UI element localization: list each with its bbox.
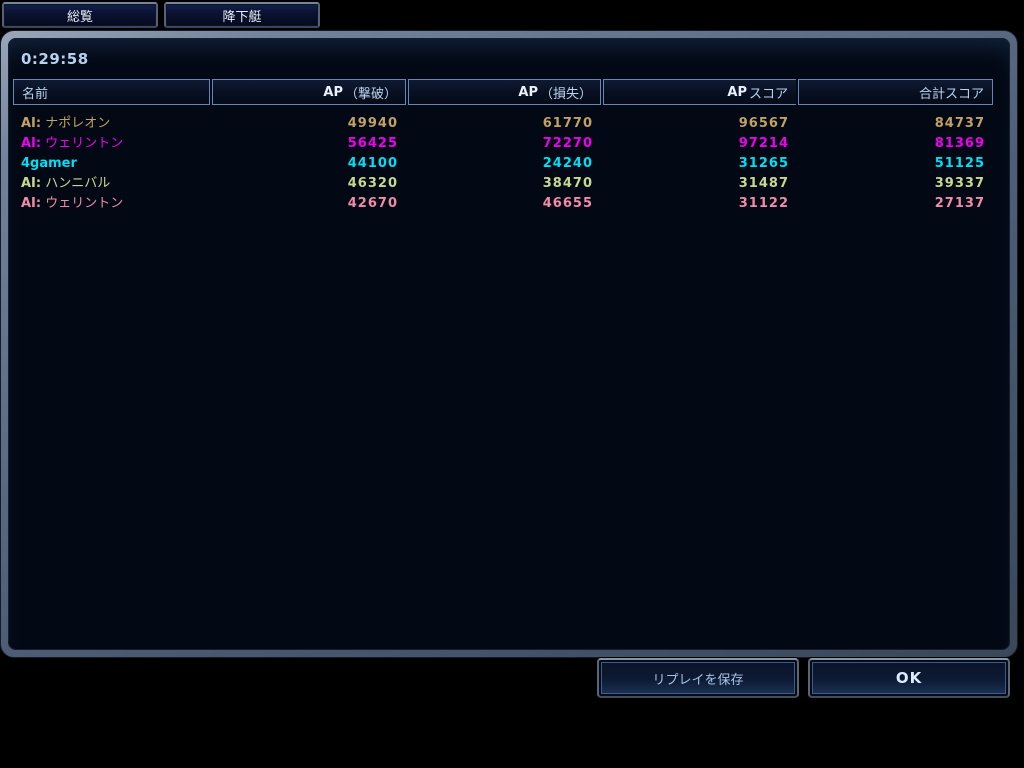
save-replay-label: リプレイを保存 — [652, 672, 744, 688]
ap-lost-value: 61770 — [542, 116, 593, 131]
column-header-label: 合計スコア — [918, 86, 984, 102]
table-row: AI: ウェリントン 56425 72270 97214 81369 — [1, 134, 1005, 154]
player-name: AI: ウェリントン — [21, 196, 124, 211]
ap-destroyed-value: 46320 — [347, 176, 398, 191]
column-header-total-score: 合計スコア — [798, 79, 993, 105]
tab-overview[interactable]: 総覧 — [2, 2, 158, 28]
ap-score-value: 31487 — [738, 176, 789, 191]
ap-score-value: 31122 — [738, 196, 789, 211]
match-timer: 0:29:58 — [21, 50, 89, 68]
total-score-value: 27137 — [934, 196, 985, 211]
column-header-label: （撃破） — [344, 86, 397, 102]
ap-score-value: 31265 — [738, 156, 789, 171]
column-header-strong: AP — [518, 84, 538, 100]
table-row: 4gamer 44100 24240 31265 51125 — [1, 154, 1005, 174]
save-replay-button[interactable]: リプレイを保存 — [597, 658, 799, 698]
player-name: AI: ハンニバル — [21, 176, 111, 191]
tab-overview-label: 総覧 — [66, 9, 93, 25]
ap-lost-value: 38470 — [542, 176, 593, 191]
ap-destroyed-value: 44100 — [347, 156, 398, 171]
ok-label: OK — [895, 669, 923, 687]
player-name: 4gamer — [21, 156, 77, 171]
ap-destroyed-value: 49940 — [347, 116, 398, 131]
column-header-strong: AP — [727, 84, 747, 100]
player-name: AI: ウェリントン — [21, 136, 124, 151]
table-row: AI: ハンニバル 46320 38470 31487 39337 — [1, 174, 1005, 194]
total-score-value: 81369 — [934, 136, 985, 151]
total-score-value: 84737 — [934, 116, 985, 131]
column-header-ap-score: AP スコア — [603, 79, 797, 105]
column-header-strong: AP — [323, 84, 343, 100]
column-header-ap-destroyed: AP （撃破） — [212, 79, 406, 105]
ok-button[interactable]: OK — [808, 658, 1010, 698]
score-panel: 0:29:58 名前 AP （撃破） AP （損失） AP スコア 合計スコア AI:… — [0, 30, 1018, 658]
ap-score-value: 97214 — [738, 136, 789, 151]
ap-destroyed-value: 56425 — [347, 136, 398, 151]
table-row: AI: ウェリントン 42670 46655 31122 27137 — [1, 194, 1005, 214]
column-header-label: （損失） — [539, 86, 592, 102]
tab-dropship[interactable]: 降下艇 — [164, 2, 320, 28]
score-panel-background — [8, 38, 1010, 650]
ap-lost-value: 24240 — [542, 156, 593, 171]
player-name: AI: ナポレオン — [21, 116, 111, 131]
ap-score-value: 96567 — [738, 116, 789, 131]
tab-dropship-label: 降下艇 — [222, 9, 262, 25]
column-header-ap-lost: AP （損失） — [408, 79, 601, 105]
ap-destroyed-value: 42670 — [347, 196, 398, 211]
column-header-label: 名前 — [22, 86, 49, 102]
ap-lost-value: 46655 — [542, 196, 593, 211]
column-header-name: 名前 — [13, 79, 210, 105]
total-score-value: 51125 — [934, 156, 985, 171]
ap-lost-value: 72270 — [542, 136, 593, 151]
table-row: AI: ナポレオン 49940 61770 96567 84737 — [1, 114, 1005, 134]
total-score-value: 39337 — [934, 176, 985, 191]
column-header-label: スコア — [748, 86, 788, 102]
